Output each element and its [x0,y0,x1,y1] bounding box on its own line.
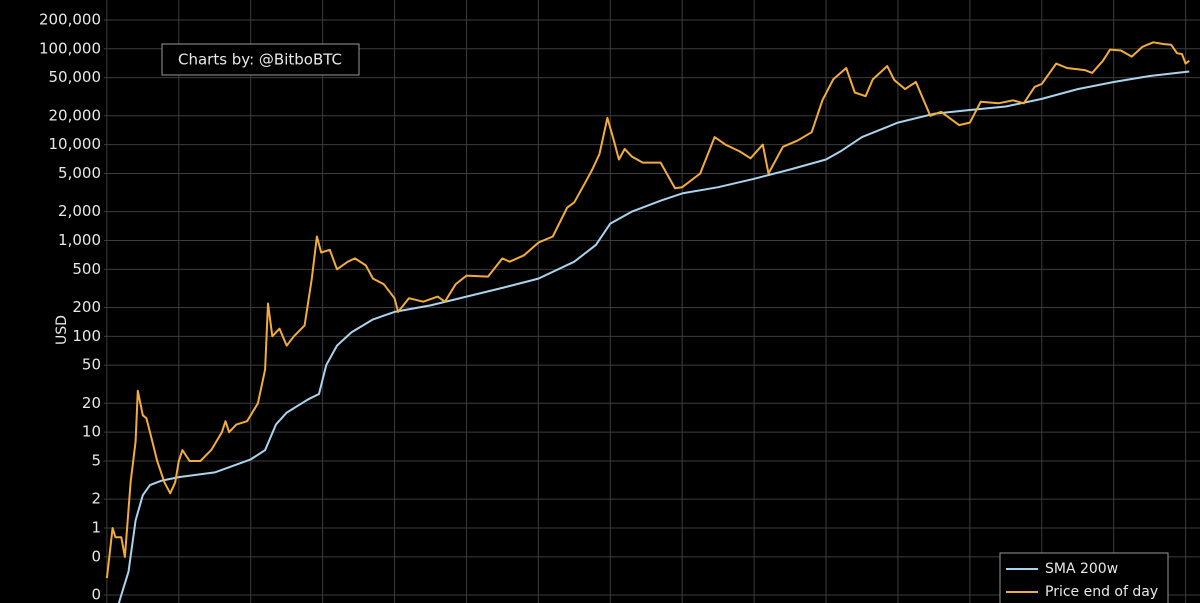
annotation-box [161,43,360,76]
y-tick-label: 100,000 [39,39,101,57]
y-tick-label: 50,000 [49,68,102,86]
y-tick-label: 2,000 [58,202,101,220]
y-tick-label: 5,000 [58,164,101,182]
y-tick-label: 10,000 [49,135,102,153]
y-tick-label: 20,000 [49,106,102,124]
series-line [117,70,1190,603]
y-axis-label: USD [54,315,70,345]
y-tick-label: 5 [91,452,101,470]
y-tick-label: 500 [72,260,101,278]
annotation: Charts by: @BitboBTC [178,51,342,69]
legend-label: SMA 200w [1045,561,1118,577]
grid [104,0,1200,603]
y-tick-label: 2 [91,490,101,508]
y-tick-label: 0 [91,585,101,603]
legend: SMA 200w Price end of day [999,552,1169,603]
legend-box [999,552,1169,603]
y-tick-label: 200,000 [39,10,101,28]
y-tick-label: 50 [82,356,101,374]
series-line [105,41,1190,579]
y-tick-label: 20 [82,394,101,412]
y-tick-label: 10 [82,423,101,441]
y-tick-label: 1 [91,519,101,537]
y-tick-label: 0 [91,547,101,565]
legend-label: Price end of day [1045,584,1158,600]
y-tick-label: 100 [72,327,101,345]
plot-area [105,41,1190,603]
y-tick-label: 1,000 [58,231,101,249]
y-tick-label: 200 [72,298,101,316]
axis-labels: 0 0 1 2 5 10 20 50 100 200 500 1,000 2,000 5,000 10,00… [39,10,101,603]
